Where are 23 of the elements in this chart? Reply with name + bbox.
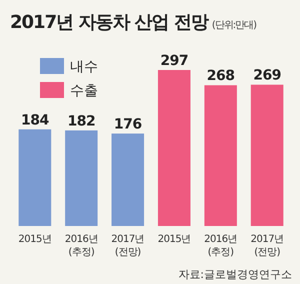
x-tick-label: 2016년 (추정)	[204, 234, 238, 258]
x-tick-label: 2017년 (전망)	[111, 234, 144, 258]
x-tick-label: 2017년 (전망)	[250, 234, 284, 258]
x-tick-label: 2016년 (추정)	[64, 234, 98, 258]
text: 자료:글로벌경영연구소	[178, 268, 292, 281]
chart-subtitle: (단위:만대)	[212, 20, 258, 31]
legend-label: 수출	[70, 83, 98, 99]
bar	[250, 84, 284, 226]
bar	[158, 70, 190, 226]
data-label: 176	[114, 116, 142, 133]
data-label: 269	[253, 68, 281, 84]
data-label: 297	[160, 53, 188, 69]
data-label: 268	[206, 68, 235, 84]
legend-label: 내수	[70, 59, 98, 75]
chart-title: 2017년 자동차 산업 전망	[10, 12, 208, 33]
x-tick-label: 2015년	[158, 234, 191, 245]
data-label: 182	[67, 113, 96, 130]
bar	[18, 129, 52, 226]
bar	[112, 134, 144, 226]
data-label: 184	[21, 112, 50, 128]
bar	[204, 85, 237, 226]
x-tick-label: 2015년	[18, 234, 52, 245]
bar	[65, 130, 98, 226]
